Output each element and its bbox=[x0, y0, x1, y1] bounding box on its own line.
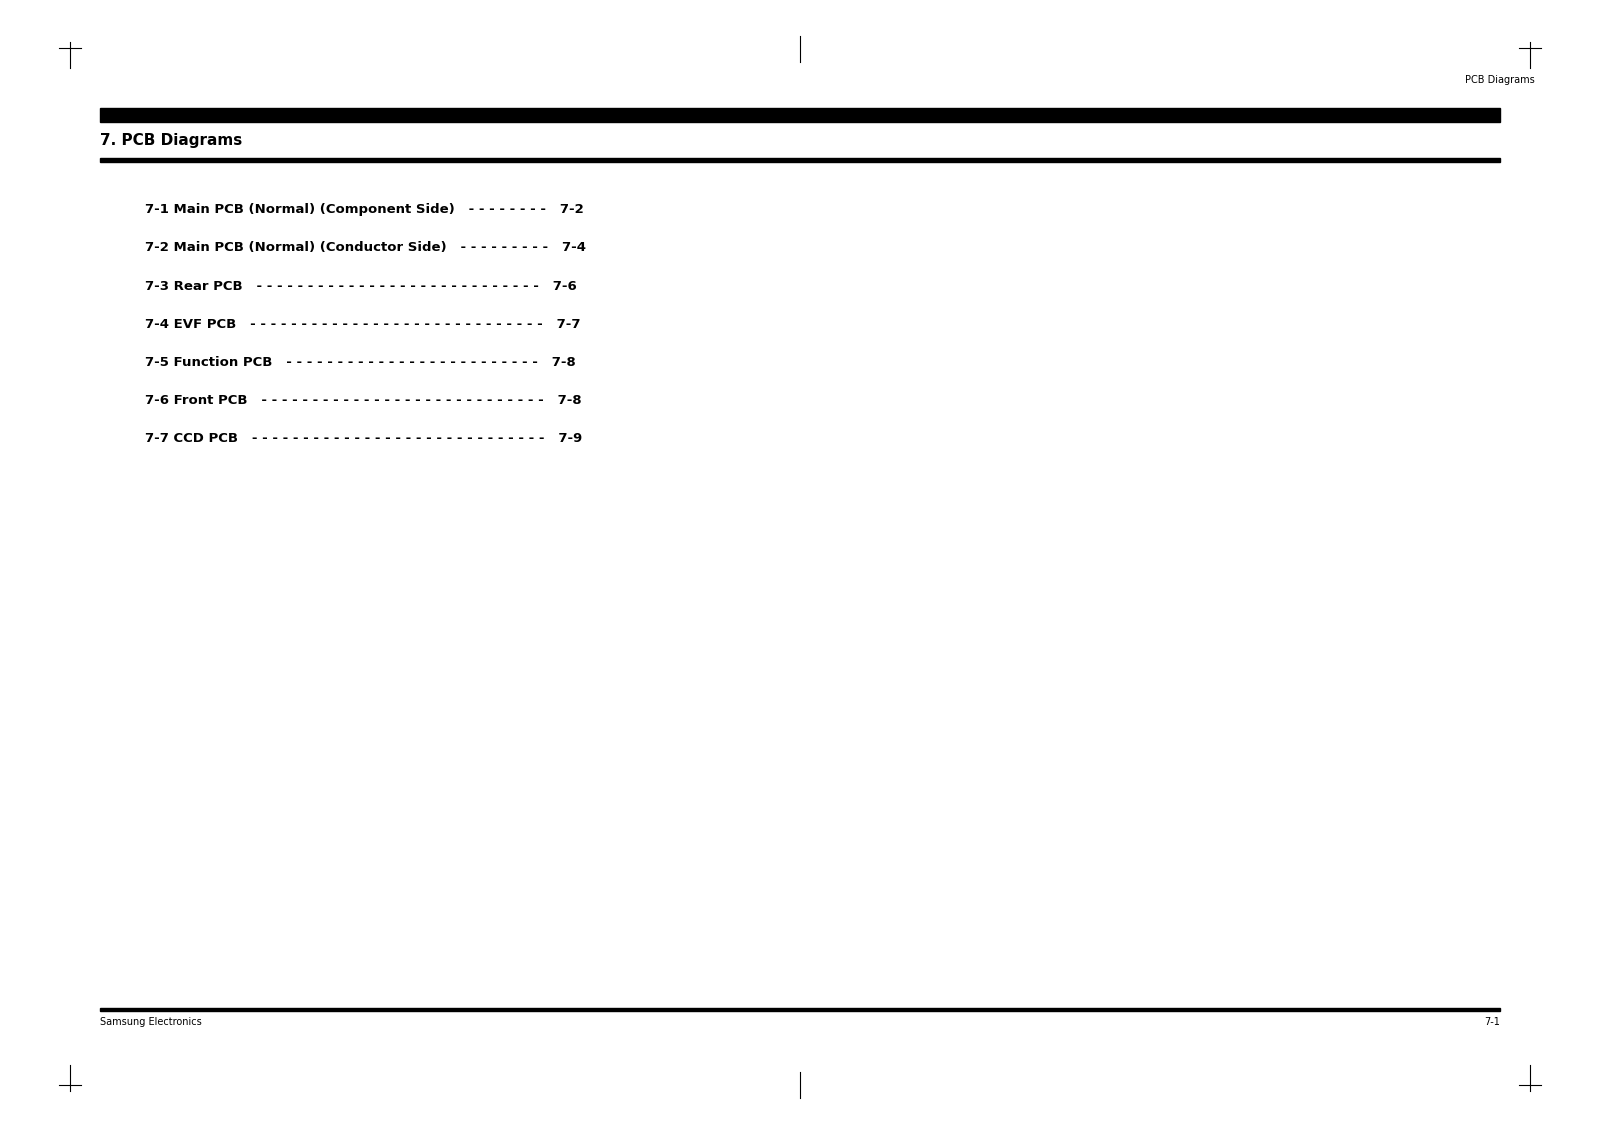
Bar bbox=[99, 108, 1501, 122]
Text: 7-1: 7-1 bbox=[1485, 1017, 1501, 1027]
Text: Samsung Electronics: Samsung Electronics bbox=[99, 1017, 202, 1027]
Text: 7-6 Front PCB   - - - - - - - - - - - - - - - - - - - - - - - - - - - -   7-8: 7-6 Front PCB - - - - - - - - - - - - - … bbox=[146, 394, 582, 406]
Text: 7-3 Rear PCB   - - - - - - - - - - - - - - - - - - - - - - - - - - - -   7-6: 7-3 Rear PCB - - - - - - - - - - - - - -… bbox=[146, 280, 576, 292]
Bar bbox=[99, 1007, 1501, 1011]
Text: 7-1 Main PCB (Normal) (Component Side)   - - - - - - - -   7-2: 7-1 Main PCB (Normal) (Component Side) -… bbox=[146, 204, 584, 216]
Text: 7-5 Function PCB   - - - - - - - - - - - - - - - - - - - - - - - - -   7-8: 7-5 Function PCB - - - - - - - - - - - -… bbox=[146, 355, 576, 369]
Text: 7-2 Main PCB (Normal) (Conductor Side)   - - - - - - - - -   7-4: 7-2 Main PCB (Normal) (Conductor Side) -… bbox=[146, 241, 586, 255]
Text: 7-7 CCD PCB   - - - - - - - - - - - - - - - - - - - - - - - - - - - - -   7-9: 7-7 CCD PCB - - - - - - - - - - - - - - … bbox=[146, 431, 582, 445]
Bar bbox=[99, 158, 1501, 162]
Text: PCB Diagrams: PCB Diagrams bbox=[1466, 75, 1534, 85]
Text: 7. PCB Diagrams: 7. PCB Diagrams bbox=[99, 132, 242, 147]
Text: 7-4 EVF PCB   - - - - - - - - - - - - - - - - - - - - - - - - - - - - -   7-7: 7-4 EVF PCB - - - - - - - - - - - - - - … bbox=[146, 317, 581, 331]
